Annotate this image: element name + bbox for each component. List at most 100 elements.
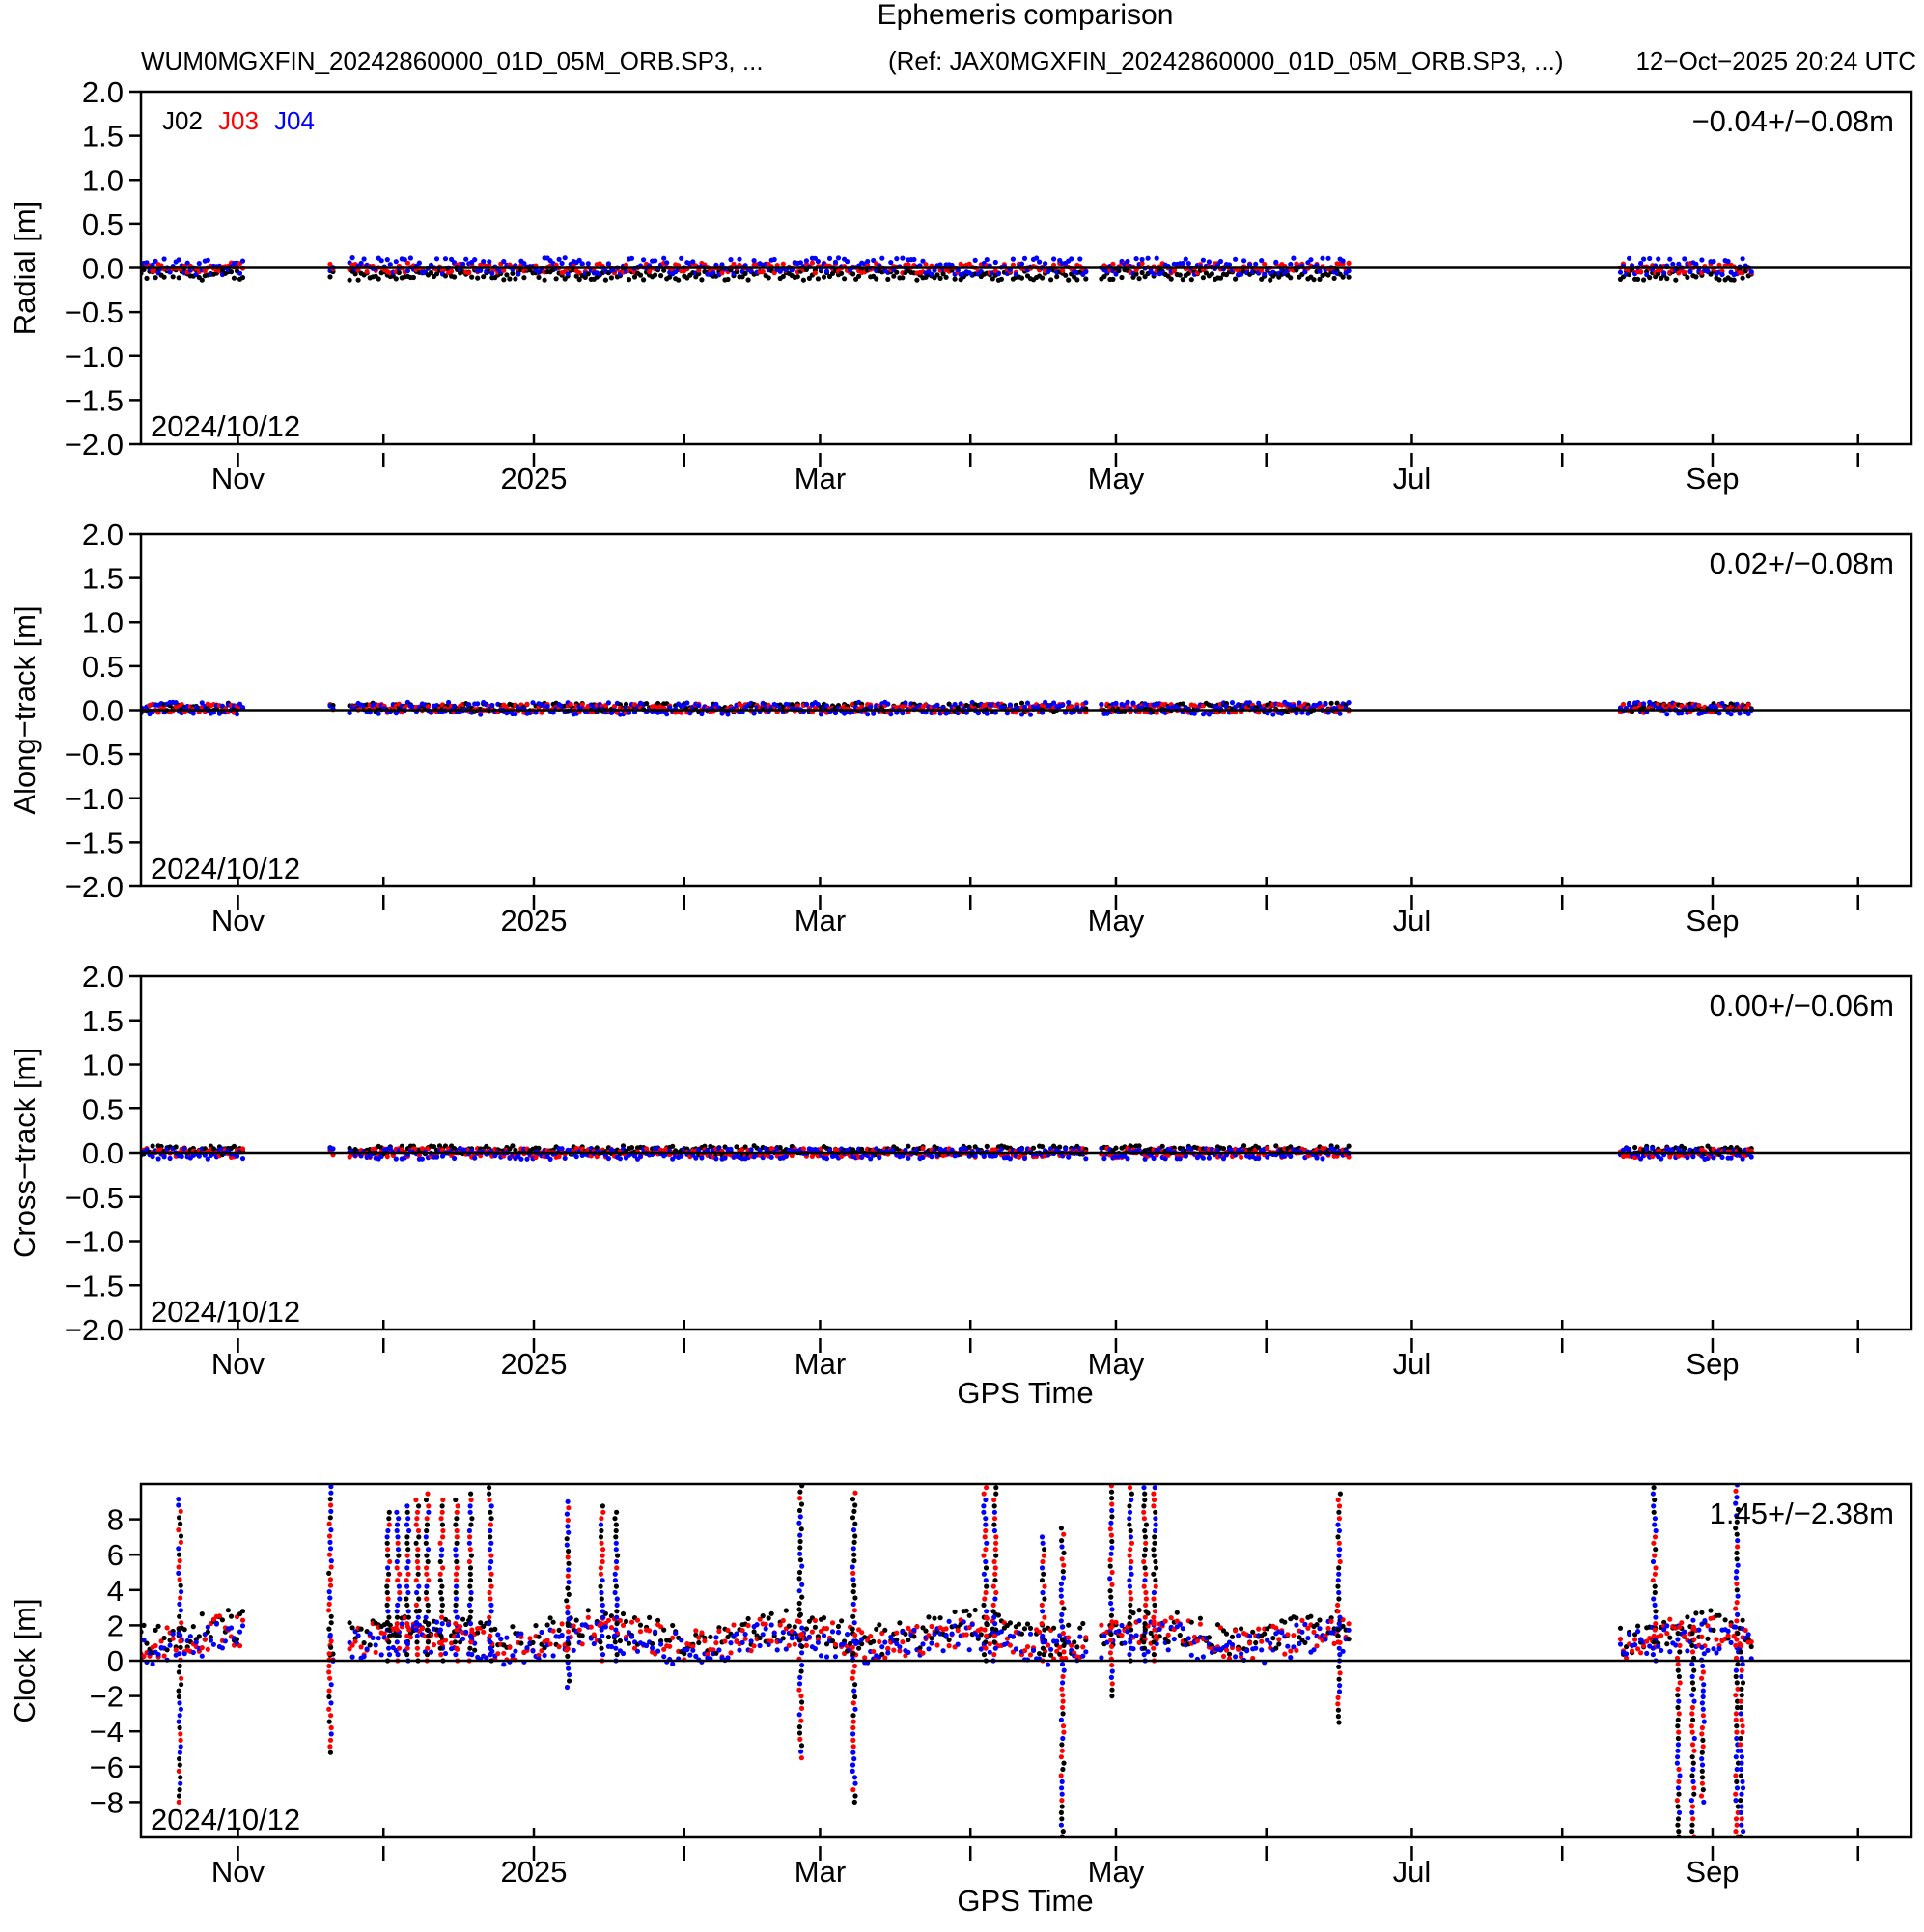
data-point-j03 xyxy=(1154,710,1159,715)
data-point-j03 xyxy=(1716,262,1722,267)
data-point-j04 xyxy=(176,257,181,263)
data-point-j04 xyxy=(920,258,926,264)
file-label: WUM0MGXFIN_20242860000_01D_05M_ORB.SP3, … xyxy=(141,46,764,75)
data-point-j02 xyxy=(716,1625,722,1631)
data-point-j04 xyxy=(602,1624,609,1630)
data-point-j02 xyxy=(780,273,786,280)
data-point-j04 xyxy=(1066,1154,1072,1160)
data-point-j02 xyxy=(792,1624,797,1630)
data-point-j02 xyxy=(1040,1144,1046,1150)
data-point-j04 xyxy=(929,1640,934,1646)
data-point-j04 xyxy=(1051,700,1057,706)
data-point-j04 xyxy=(1247,262,1253,267)
data-point-j02 xyxy=(536,1145,542,1151)
data-point-j03 xyxy=(384,1154,390,1160)
data-point-j04 xyxy=(237,701,243,707)
statistics-label: 0.02+/−0.08m xyxy=(1710,546,1894,580)
data-point-j02 xyxy=(963,1608,969,1613)
data-point-j02 xyxy=(349,1625,355,1631)
data-point-j02 xyxy=(623,1618,629,1624)
y-tick-label: 1.5 xyxy=(82,120,124,154)
data-point-j04 xyxy=(1288,261,1294,267)
data-point-j04 xyxy=(906,1649,911,1655)
data-point-j03 xyxy=(1259,267,1265,273)
data-point-j02 xyxy=(579,1633,585,1638)
data-point-j04 xyxy=(929,1154,934,1160)
x-tick-label: Mar xyxy=(795,904,846,938)
data-point-j04 xyxy=(513,1648,518,1654)
data-point-j02 xyxy=(1165,1638,1171,1645)
data-point-j03 xyxy=(556,1154,562,1160)
data-point-j02 xyxy=(431,1144,437,1150)
data-point-j02 xyxy=(1206,1635,1212,1640)
data-point-j03 xyxy=(871,1648,877,1655)
data-point-j02 xyxy=(937,1615,943,1621)
data-point-j04 xyxy=(1716,711,1722,716)
data-point-j04 xyxy=(917,263,923,268)
data-point-j03 xyxy=(906,262,911,267)
data-point-j03 xyxy=(364,268,370,275)
data-point-j02 xyxy=(739,274,745,280)
data-point-j02 xyxy=(231,1143,237,1149)
data-point-j02 xyxy=(742,270,748,276)
data-point-j04 xyxy=(1066,700,1072,706)
data-point-j02 xyxy=(190,1624,196,1630)
data-point-j04 xyxy=(835,1629,842,1636)
data-point-j04 xyxy=(234,1153,240,1159)
data-point-j04 xyxy=(725,1655,731,1661)
data-point-j04 xyxy=(650,1645,655,1651)
data-point-j04 xyxy=(894,256,900,262)
data-point-j03 xyxy=(1007,1642,1013,1648)
data-point-j02 xyxy=(937,275,943,281)
data-point-j04 xyxy=(559,1632,565,1638)
data-point-j04 xyxy=(637,1153,644,1159)
data-point-j04 xyxy=(150,262,155,267)
data-point-j04 xyxy=(803,258,810,264)
data-point-j02 xyxy=(856,273,862,279)
data-point-j04 xyxy=(1099,1655,1104,1661)
data-point-j04 xyxy=(239,705,246,711)
data-point-j02 xyxy=(780,1636,786,1641)
data-point-j02 xyxy=(1693,274,1699,280)
y-tick-label: −1.0 xyxy=(65,782,124,816)
data-point-j04 xyxy=(1185,1636,1191,1641)
data-point-j04 xyxy=(498,1636,504,1642)
data-point-j04 xyxy=(1740,256,1745,262)
data-point-j04 xyxy=(489,270,495,276)
data-point-j04 xyxy=(1745,711,1751,716)
data-point-j03 xyxy=(923,262,929,267)
data-point-j02 xyxy=(806,1618,813,1624)
data-point-j04 xyxy=(1253,261,1259,266)
data-point-j04 xyxy=(199,1653,205,1659)
x-tick-label: 2025 xyxy=(501,1347,568,1381)
data-point-j03 xyxy=(1069,1642,1074,1648)
data-point-j04 xyxy=(416,260,422,266)
data-point-j03 xyxy=(571,1623,576,1629)
data-point-j04 xyxy=(1101,1156,1107,1162)
data-point-j02 xyxy=(821,274,827,280)
y-tick-label: −1.0 xyxy=(65,1225,124,1259)
data-point-j02 xyxy=(786,1623,792,1629)
data-point-j04 xyxy=(605,261,612,266)
data-point-j02 xyxy=(547,1615,553,1621)
data-point-j03 xyxy=(823,1626,830,1632)
data-point-j02 xyxy=(475,275,481,281)
data-point-j04 xyxy=(1748,269,1754,275)
data-point-j02 xyxy=(667,274,673,280)
data-point-j02 xyxy=(966,1612,972,1618)
data-point-j02 xyxy=(745,277,751,283)
x-tick-label: Sep xyxy=(1686,462,1739,495)
data-point-j03 xyxy=(431,1642,437,1648)
data-point-j02 xyxy=(393,276,399,282)
data-point-j03 xyxy=(1682,269,1687,275)
data-point-j03 xyxy=(780,1617,786,1624)
data-point-j04 xyxy=(1013,1646,1018,1652)
timestamp-label: 12−Oct−2025 20:24 UTC xyxy=(1635,46,1916,75)
data-point-j04 xyxy=(501,258,507,265)
data-point-j04 xyxy=(885,1650,891,1656)
data-point-j04 xyxy=(1239,271,1244,277)
data-point-j03 xyxy=(731,1622,737,1628)
data-point-j03 xyxy=(932,710,937,715)
data-point-j02 xyxy=(1180,701,1185,707)
data-point-j02 xyxy=(396,269,402,276)
